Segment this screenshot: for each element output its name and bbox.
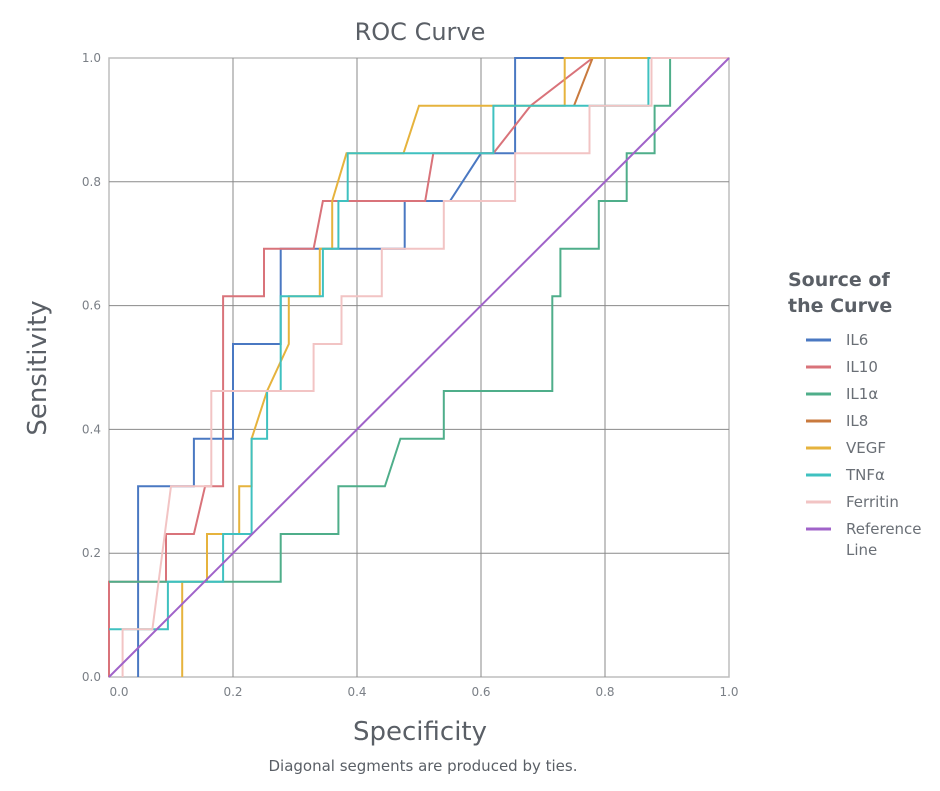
- curve-tnfalpha: [109, 57, 729, 631]
- legend-label: TNFα: [845, 466, 885, 484]
- x-tick-labels: 0.0 0.2 0.4 0.6 0.8 1.0: [109, 685, 738, 699]
- y-tick-label: 0.0: [82, 670, 101, 684]
- x-tick-label: 0.8: [595, 685, 614, 699]
- legend-item-vegf: VEGF: [806, 439, 886, 457]
- x-tick-label: 0.4: [347, 685, 366, 699]
- y-axis-label: Sensitivity: [23, 300, 53, 435]
- curve-il8: [573, 57, 594, 107]
- legend-label: Reference: [846, 520, 922, 538]
- chart-title: ROC Curve: [355, 18, 486, 46]
- legend-label: VEGF: [846, 439, 886, 457]
- legend-label: IL10: [846, 358, 878, 376]
- legend-item-il1alpha: IL1α: [806, 385, 878, 403]
- y-tick-label: 1.0: [82, 51, 101, 65]
- footnote: Diagonal segments are produced by ties.: [268, 757, 577, 775]
- legend-title-line-1: Source of: [788, 269, 890, 291]
- curve-il1alpha: [109, 57, 729, 583]
- x-tick-label: 1.0: [719, 685, 738, 699]
- y-tick-label: 0.6: [82, 299, 101, 313]
- legend: Source of the Curve IL6 IL10 IL1α IL8 VEGF TN…: [788, 269, 922, 559]
- legend-item-ferritin: Ferritin: [806, 493, 899, 511]
- y-tick-label: 0.8: [82, 175, 101, 189]
- legend-label: Ferritin: [846, 493, 899, 511]
- legend-label: IL8: [846, 412, 868, 430]
- plot-frame: [108, 57, 730, 678]
- x-tick-label: 0.6: [471, 685, 490, 699]
- legend-item-il6: IL6: [806, 331, 868, 349]
- curve-il6: [137, 57, 729, 677]
- legend-label: IL1α: [846, 385, 878, 403]
- legend-item-il10: IL10: [806, 358, 878, 376]
- x-axis-label: Specificity: [353, 717, 487, 747]
- x-tick-label: 0.0: [109, 685, 128, 699]
- y-tick-labels: 0.0 0.2 0.4 0.6 0.8 1.0: [82, 51, 101, 684]
- y-tick-label: 0.2: [82, 546, 101, 560]
- legend-item-tnfalpha: TNFα: [806, 466, 885, 484]
- legend-item-il8: IL8: [806, 412, 868, 430]
- legend-title-line-2: the Curve: [788, 295, 892, 317]
- legend-label: IL6: [846, 331, 868, 349]
- grid: [108, 57, 730, 678]
- curve-reference-line: [108, 57, 730, 678]
- y-tick-label: 0.4: [82, 422, 101, 436]
- legend-label: Line: [846, 541, 877, 559]
- x-tick-label: 0.2: [223, 685, 242, 699]
- legend-item-reference-line: Reference Line: [806, 520, 922, 559]
- curves: [108, 57, 730, 678]
- curve-vegf: [181, 57, 729, 677]
- curve-ferritin: [121, 57, 729, 677]
